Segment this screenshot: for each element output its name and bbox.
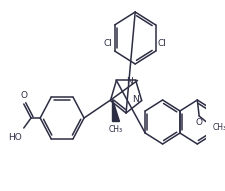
Text: CH₃: CH₃ [108,125,122,134]
Text: Cl: Cl [104,39,112,48]
Text: O: O [195,118,202,127]
Text: Cl: Cl [157,39,166,48]
Text: HO: HO [8,133,22,142]
Text: O: O [20,91,27,100]
Text: N: N [126,77,132,86]
Polygon shape [111,99,119,121]
Text: N: N [132,95,138,104]
Text: CH₃: CH₃ [212,122,225,131]
